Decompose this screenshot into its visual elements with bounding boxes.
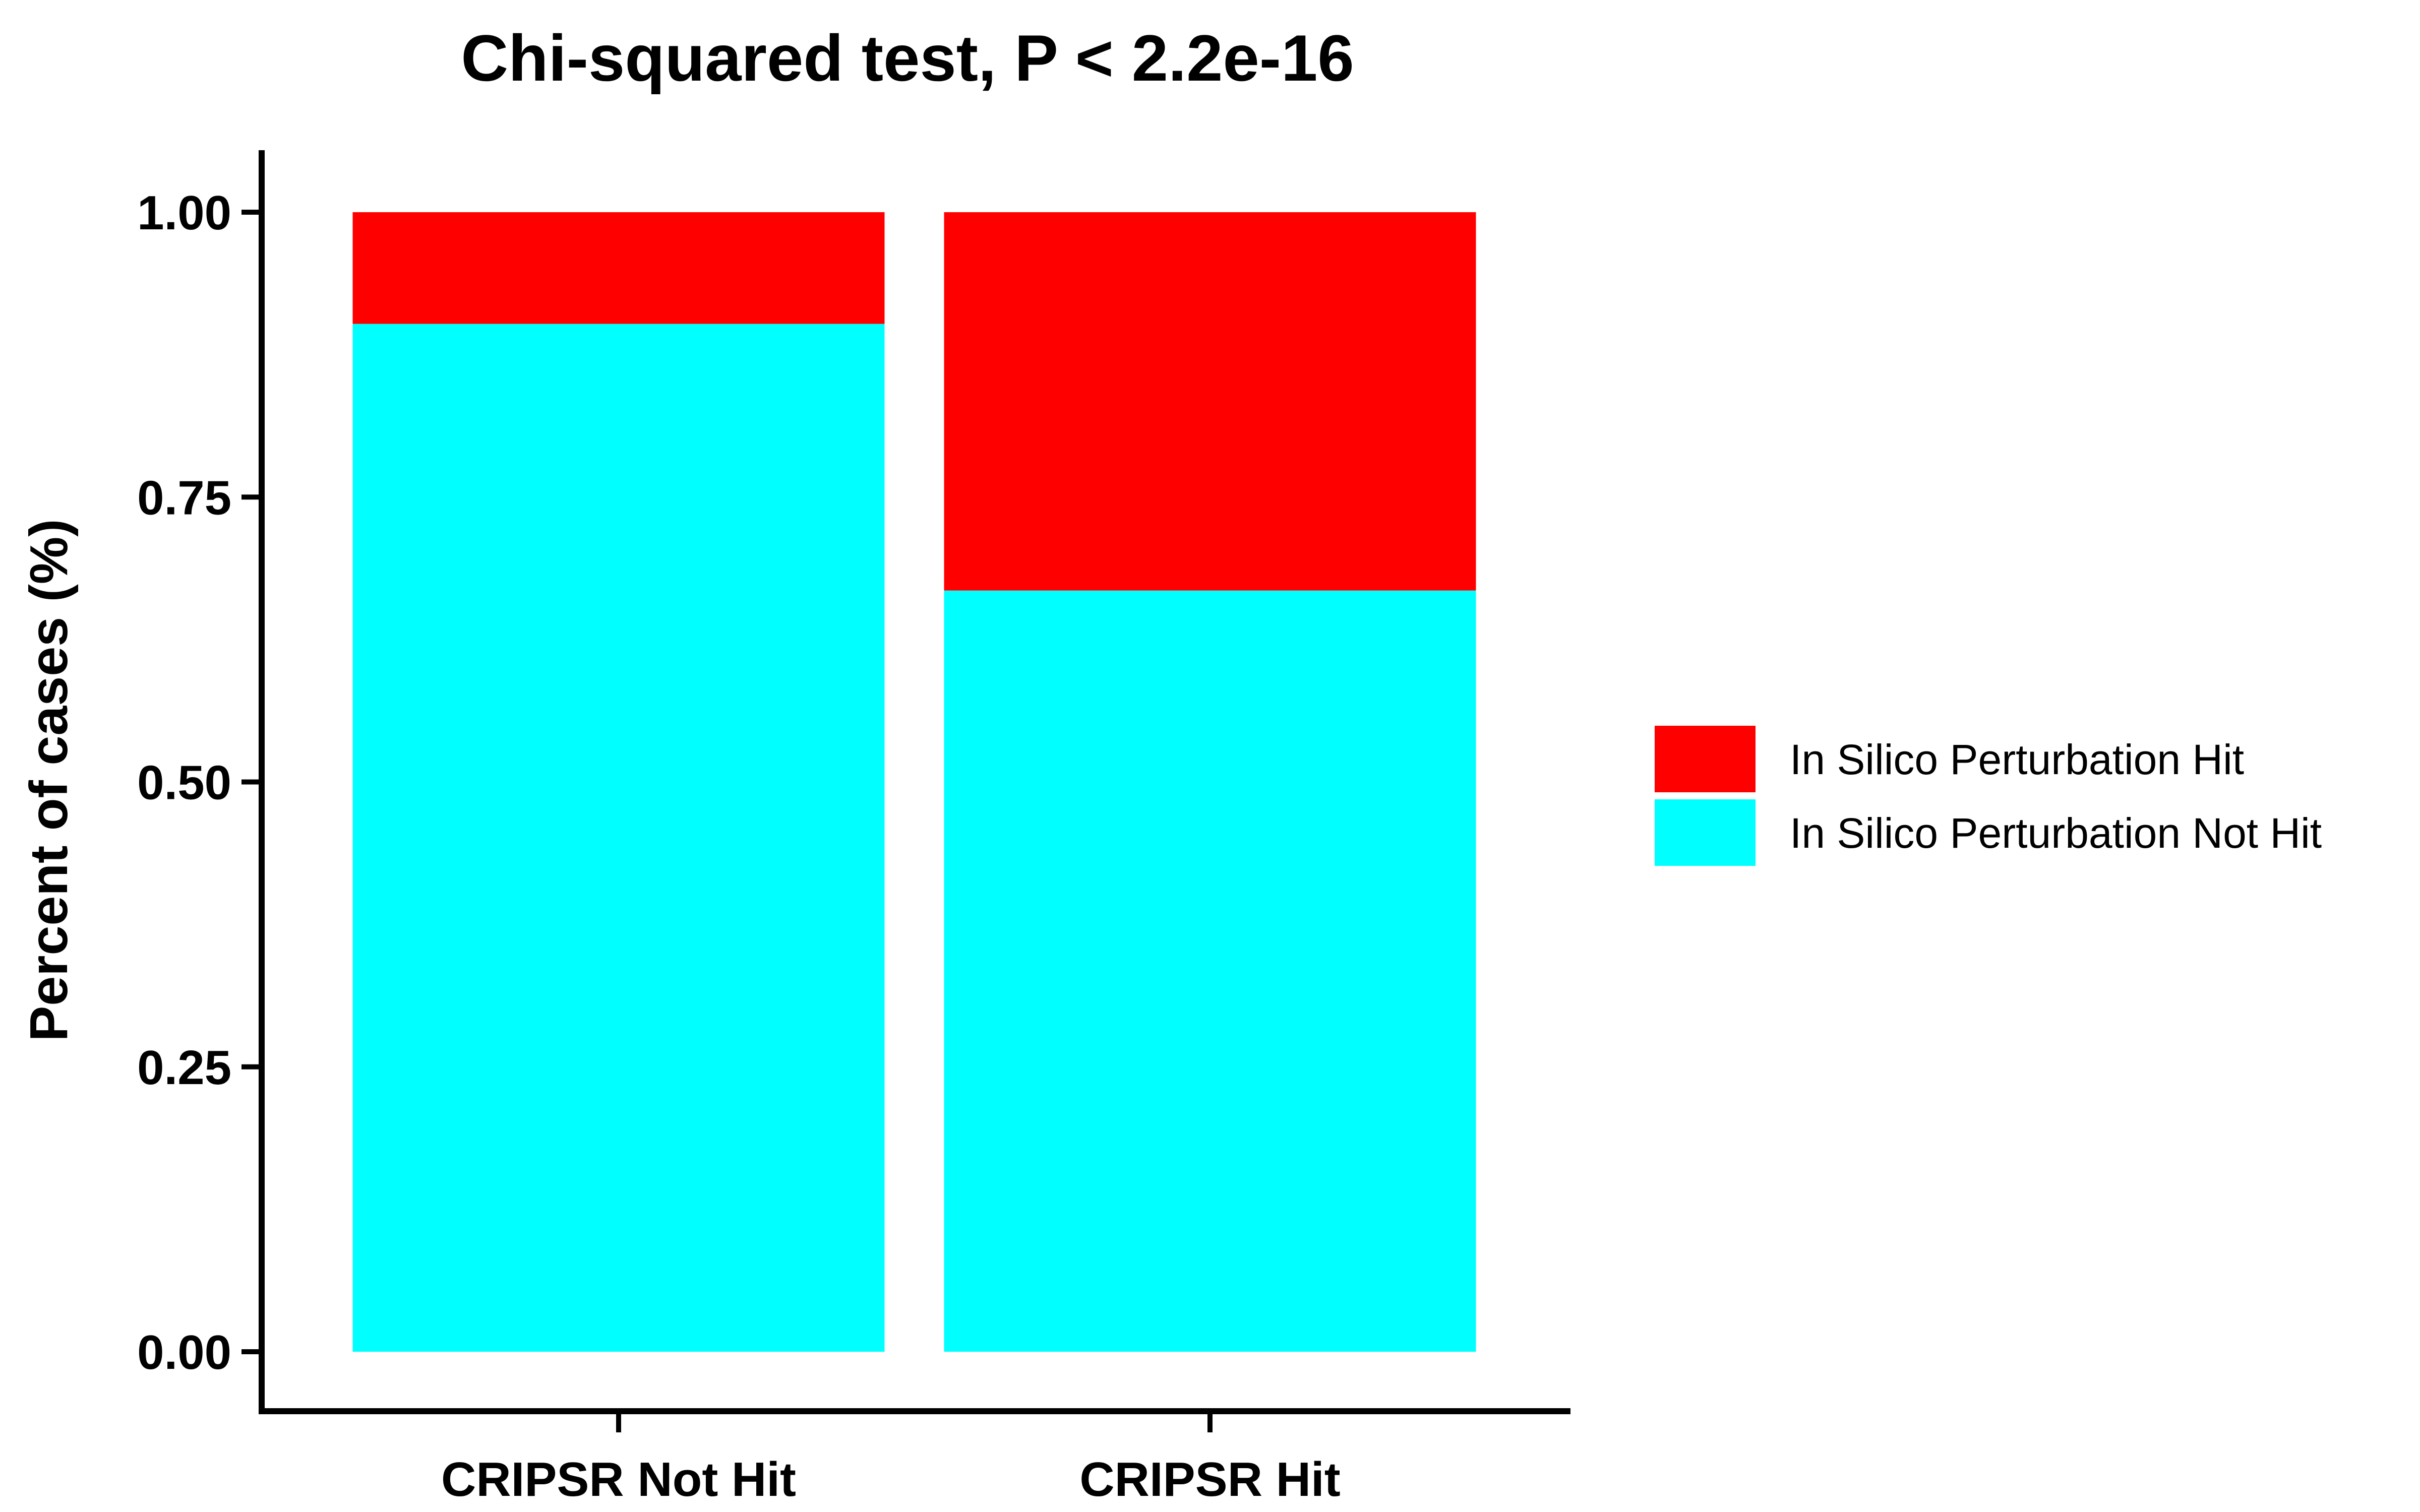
y-tick-label: 0.25 <box>137 1041 231 1095</box>
bar-segment-hit-2 <box>944 212 1476 591</box>
legend-label: In Silico Perturbation Hit <box>1790 736 2244 783</box>
y-axis-title: Percent of cases (%) <box>19 519 79 1042</box>
y-tick-label: 1.00 <box>137 186 231 240</box>
bars-group <box>352 212 1476 1352</box>
y-tick-label: 0.50 <box>137 756 231 810</box>
legend-key-hit <box>1655 726 1756 792</box>
bar-segment-not-hit-2 <box>944 590 1476 1352</box>
x-tick-label: CRIPSR Hit <box>1079 1453 1340 1506</box>
legend: In Silico Perturbation Hit In Silico Pert… <box>1655 726 2322 866</box>
y-tick-label: 0.00 <box>137 1326 231 1379</box>
x-axis: CRIPSR Not Hit CRIPSR Hit <box>259 1408 1570 1506</box>
chart-title: Chi-squared test, P < 2.2e-16 <box>461 21 1354 95</box>
y-axis: 0.00 0.25 0.50 0.75 1.00 <box>137 150 265 1411</box>
x-tick-label: CRIPSR Not Hit <box>441 1453 796 1506</box>
legend-label: In Silico Perturbation Not Hit <box>1790 809 2322 857</box>
y-tick-label: 0.75 <box>137 471 231 525</box>
bar-segment-hit-1 <box>352 212 885 324</box>
legend-key-not-hit <box>1655 799 1756 866</box>
bar-segment-not-hit-1 <box>352 324 885 1352</box>
